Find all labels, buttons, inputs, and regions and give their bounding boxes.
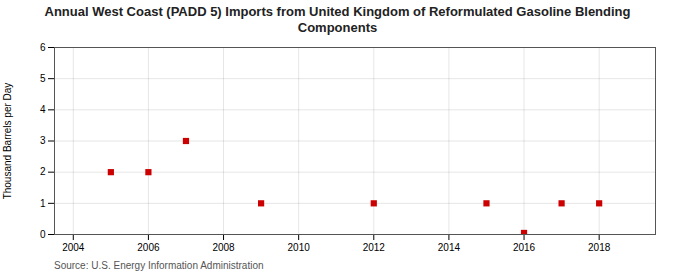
svg-text:0: 0 (40, 229, 46, 240)
html-text:Source: U.S. Energy Informatio: Source: U.S. Energy Information Administ… (54, 260, 264, 272)
svg-text:2008: 2008 (212, 242, 235, 253)
svg-text:2: 2 (40, 167, 46, 178)
svg-text:2016: 2016 (513, 242, 536, 253)
svg-text:2010: 2010 (288, 242, 311, 253)
svg-text:2004: 2004 (62, 242, 85, 253)
svg-text:Thousand Barrels per Day: Thousand Barrels per Day (2, 83, 13, 200)
svg-text:1: 1 (40, 198, 46, 209)
svg-text:4: 4 (40, 104, 46, 115)
svg-text:5: 5 (40, 73, 46, 84)
html-text:Annual West Coast (PADD 5) Imp: Annual West Coast (PADD 5) Imports from … (44, 4, 631, 35)
svg-text:3: 3 (40, 135, 46, 146)
svg-text:6: 6 (40, 42, 46, 53)
svg-text:2014: 2014 (438, 242, 461, 253)
svg-text:2006: 2006 (137, 242, 160, 253)
svg-text:2018: 2018 (588, 242, 611, 253)
svg-text:2012: 2012 (363, 242, 386, 253)
